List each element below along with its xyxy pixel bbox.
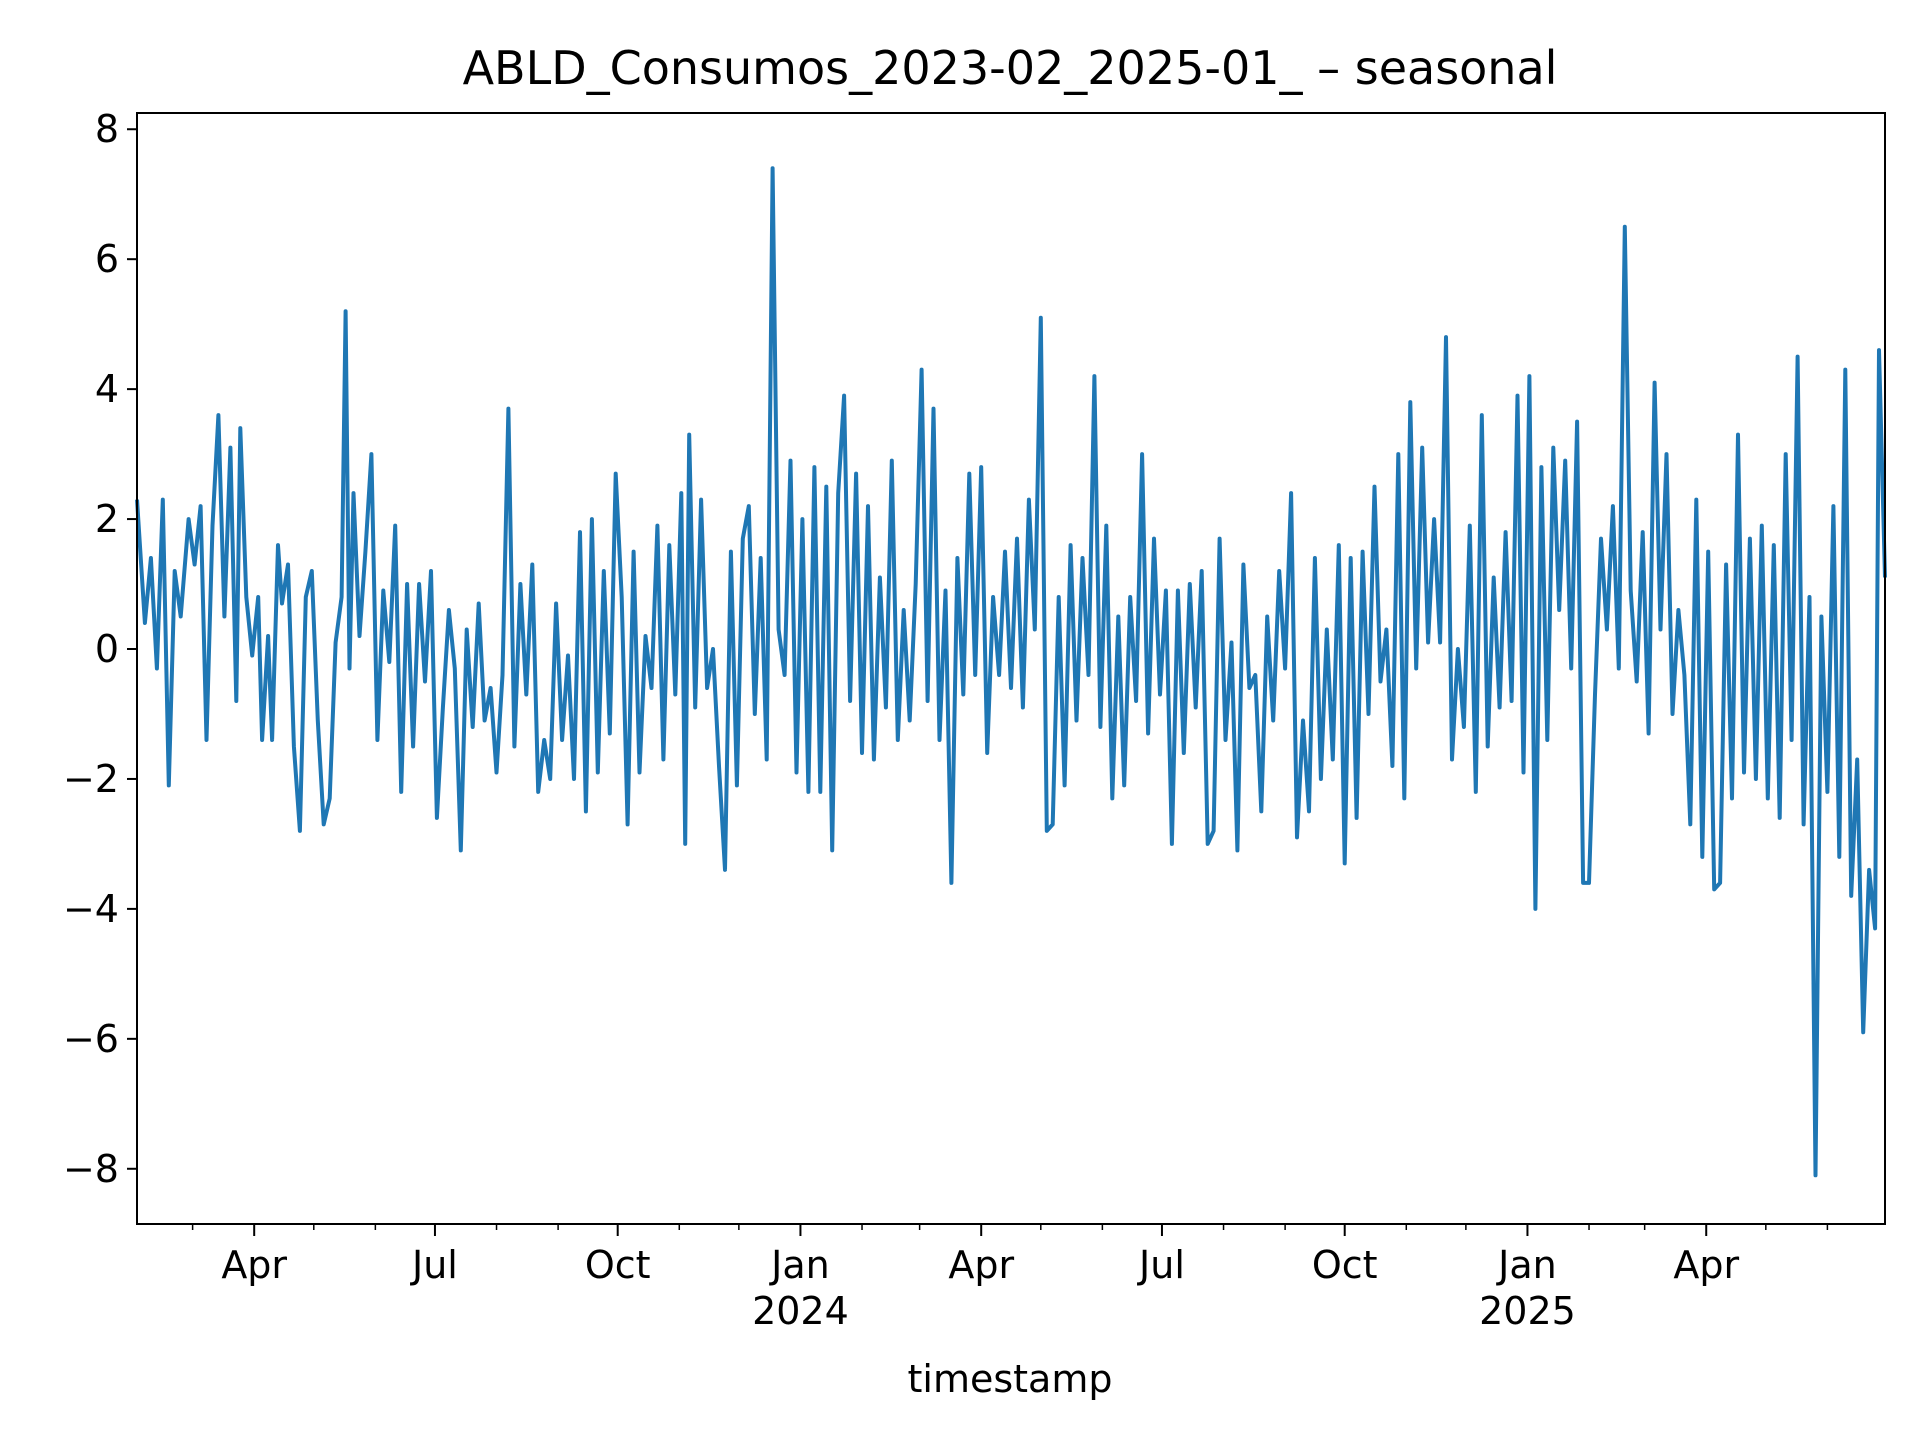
x-tick-label: Jul [1137, 1243, 1185, 1287]
y-tick-label: 2 [95, 497, 119, 541]
y-axis: 8 6 4 2 0 −2 −4 −6 −8 [63, 107, 137, 1191]
x-tick-label: Jan [769, 1243, 830, 1287]
x-tick-label: Apr [1673, 1243, 1739, 1287]
y-tick-label: −8 [63, 1147, 119, 1191]
y-tick-label: −4 [63, 887, 119, 931]
y-tick-label: 0 [95, 627, 119, 671]
x-tick-label: Jan [1496, 1243, 1557, 1287]
x-tick-label: Apr [948, 1243, 1014, 1287]
y-tick-label: −6 [63, 1017, 119, 1061]
y-tick-label: −2 [63, 757, 119, 801]
y-tick-label: 4 [95, 367, 119, 411]
x-tick-label: Apr [221, 1243, 287, 1287]
x-tick-year-label: 2025 [1479, 1289, 1576, 1333]
x-axis-label: timestamp [908, 1357, 1113, 1401]
x-tick-year-label: 2024 [752, 1289, 849, 1333]
axes-frame [136, 112, 1886, 1225]
x-tick-label: Oct [1312, 1243, 1378, 1287]
x-tick-label: Jul [410, 1243, 458, 1287]
x-tick-label: Oct [585, 1243, 651, 1287]
y-tick-label: 8 [95, 107, 119, 151]
plot-area [135, 166, 1887, 1178]
chart-title: ABLD_Consumos_2023-02_2025-01_ – seasona… [463, 41, 1558, 95]
y-tick-label: 6 [95, 237, 119, 281]
